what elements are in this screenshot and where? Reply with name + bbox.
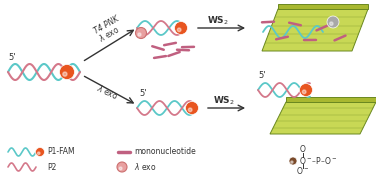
Circle shape xyxy=(302,90,306,94)
Text: P2: P2 xyxy=(47,163,56,171)
Circle shape xyxy=(117,162,127,172)
Circle shape xyxy=(291,161,293,163)
Text: P1-FAM: P1-FAM xyxy=(47,147,74,156)
Text: WS$_2$: WS$_2$ xyxy=(213,95,235,107)
Text: O$^-$: O$^-$ xyxy=(296,166,309,177)
Polygon shape xyxy=(286,97,376,102)
Text: $\lambda$ exo: $\lambda$ exo xyxy=(134,161,157,173)
Circle shape xyxy=(138,33,141,36)
Text: $\lambda$ exo: $\lambda$ exo xyxy=(95,82,120,101)
Circle shape xyxy=(174,22,188,35)
Circle shape xyxy=(59,64,74,80)
Circle shape xyxy=(185,101,199,115)
Circle shape xyxy=(327,16,339,28)
Text: 5': 5' xyxy=(8,53,15,63)
Circle shape xyxy=(300,84,312,97)
Text: O: O xyxy=(300,146,306,154)
Circle shape xyxy=(330,22,333,25)
Circle shape xyxy=(135,28,147,39)
Polygon shape xyxy=(262,9,368,51)
Text: mononucleotide: mononucleotide xyxy=(134,147,196,156)
Circle shape xyxy=(119,167,122,170)
Circle shape xyxy=(177,28,181,32)
Polygon shape xyxy=(278,4,368,9)
Text: O$^-$–P–O$^-$: O$^-$–P–O$^-$ xyxy=(299,156,337,167)
Text: 5': 5' xyxy=(258,71,265,81)
Text: WS$_2$: WS$_2$ xyxy=(207,15,229,27)
Circle shape xyxy=(35,147,44,156)
Text: T4 PNK: T4 PNK xyxy=(93,15,121,36)
Circle shape xyxy=(38,152,40,155)
Text: 5': 5' xyxy=(139,90,147,98)
Text: $\lambda$ exo: $\lambda$ exo xyxy=(96,23,121,44)
Polygon shape xyxy=(270,102,376,134)
Circle shape xyxy=(289,157,297,165)
Circle shape xyxy=(63,72,67,76)
Circle shape xyxy=(188,108,192,112)
